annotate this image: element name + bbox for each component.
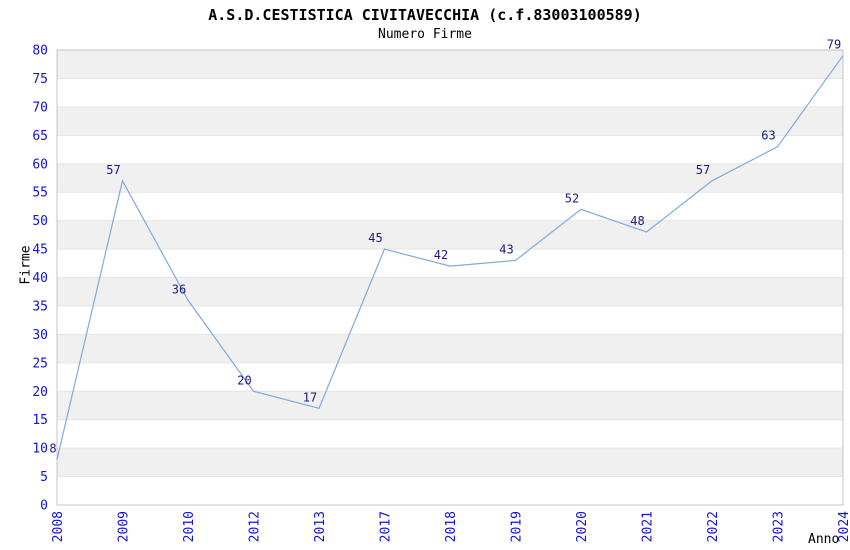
- y-tick-label: 60: [32, 157, 48, 172]
- x-tick-label: 2017: [379, 511, 394, 542]
- point-label: 36: [172, 282, 186, 296]
- point-label: 52: [565, 191, 579, 205]
- y-tick-label: 55: [32, 186, 48, 201]
- x-tick-label: 2013: [313, 511, 328, 542]
- x-tick-label: 2010: [182, 511, 197, 542]
- plot-band: [57, 106, 843, 136]
- y-tick-label: 15: [32, 413, 48, 428]
- x-tick-label: 2022: [706, 511, 721, 542]
- plot-band: [57, 50, 843, 79]
- plot-band: [57, 163, 843, 193]
- point-label: 63: [761, 129, 775, 143]
- plot-band: [57, 220, 843, 250]
- x-tick-label: 2012: [248, 511, 263, 542]
- point-label: 42: [434, 248, 448, 262]
- plot-frame: [56, 49, 844, 506]
- y-tick-label: 65: [32, 129, 48, 144]
- x-tick-label: 2024: [837, 511, 850, 542]
- x-axis-title: Anno: [808, 532, 840, 547]
- y-tick-label: 25: [32, 356, 48, 371]
- x-tick-labels: 2008 2009 2010 2012 2013 2017 2018 2019 2020 2021…: [51, 511, 850, 542]
- y-tick-label: 45: [32, 243, 48, 258]
- y-axis-title: Firme: [18, 245, 34, 285]
- x-tick-label: 2009: [117, 511, 132, 542]
- x-tick-label: 2019: [510, 511, 525, 542]
- y-tick-labels: 0 5 10 15 20 25 30 35 40 45 50 55 60 65 70 75 80: [32, 44, 48, 514]
- y-tick-label: 80: [32, 44, 48, 59]
- chart-subtitle: Numero Firme: [378, 27, 472, 42]
- point-label: 43: [499, 242, 513, 256]
- y-tick-label: 10: [32, 442, 48, 457]
- y-tick-label: 20: [32, 385, 48, 400]
- point-label: 20: [237, 373, 251, 387]
- x-tick-label: 2023: [772, 511, 787, 542]
- y-tick-label: 0: [40, 499, 48, 514]
- series-line: [56, 55, 844, 460]
- point-label: 57: [696, 163, 710, 177]
- y-tick-label: 35: [32, 299, 48, 314]
- plot-bands: [57, 50, 843, 477]
- point-label: 8: [49, 442, 56, 456]
- plot-band: [57, 448, 843, 477]
- point-label: 48: [630, 214, 644, 228]
- plot-band: [57, 334, 843, 363]
- y-tick-label: 75: [32, 72, 48, 87]
- y-tick-label: 40: [32, 271, 48, 286]
- data-line: [56, 55, 844, 460]
- point-label: 79: [827, 38, 841, 52]
- y-tick-label: 50: [32, 214, 48, 229]
- point-label: 45: [368, 231, 382, 245]
- x-tick-label: 2008: [51, 511, 66, 542]
- chart-title: A.S.D.CESTISTICA CIVITAVECCHIA (c.f.8300…: [208, 6, 642, 24]
- y-tick-label: 5: [40, 470, 48, 485]
- y-tick-label: 30: [32, 328, 48, 343]
- plot-band: [57, 391, 843, 420]
- point-labels: 8 57 36 20 17 45 42 43 52 48 57 63 79: [49, 38, 841, 456]
- x-tick-label: 2021: [641, 511, 656, 542]
- y-tick-label: 70: [32, 100, 48, 115]
- x-tick-label: 2020: [575, 511, 590, 542]
- point-label: 57: [106, 163, 120, 177]
- point-label: 17: [303, 390, 317, 404]
- x-tick-label: 2018: [444, 511, 459, 542]
- frame-rect: [56, 49, 844, 506]
